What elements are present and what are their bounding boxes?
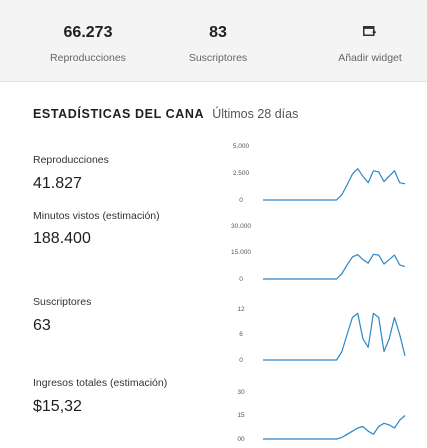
tick-label: 12 [237, 306, 245, 313]
period-label: Últimos 28 días [212, 107, 299, 121]
tick-label: 0 [239, 276, 243, 283]
metric-value-subscribers: 63 [33, 317, 51, 334]
tick-label: 0 [239, 197, 243, 204]
series-line [263, 312, 406, 361]
metric-value-watch-time: 188.400 [33, 230, 91, 247]
add-widget-label: Añadir widget [338, 52, 402, 64]
subscribers-label: Suscriptores [188, 52, 248, 64]
tick-label: 0 [239, 357, 243, 364]
metric-label-watch-time: Minutos vistos (estimación) [33, 210, 160, 222]
metric-label-revenue: Ingresos totales (estimación) [33, 377, 168, 389]
add-widget-icon [363, 26, 376, 36]
subscribers-sparkline[interactable] [263, 309, 427, 361]
tick-label: 30.000 [231, 223, 251, 230]
tick-label: 15.000 [231, 249, 251, 256]
metric-label-subscribers: Suscriptores [33, 296, 92, 308]
subscribers-total: 83 [209, 24, 227, 41]
tick-label: 6 [239, 331, 243, 338]
views-total: 66.273 [63, 24, 113, 41]
channel-stats-header: ESTADÍSTICAS DEL CANA Últimos 28 días [33, 105, 298, 123]
tick-label: 00 [237, 436, 245, 443]
metric-value-views: 41.827 [33, 175, 82, 192]
watch-time-sparkline[interactable] [263, 226, 427, 280]
series-line [263, 168, 406, 201]
summary-bar: 66.273 Reproducciones 83 Suscriptores Añ… [0, 0, 427, 82]
views-label: Reproducciones [50, 52, 126, 64]
views-sparkline[interactable] [263, 146, 427, 201]
tick-label: 30 [237, 389, 245, 396]
tick-label: 2.500 [232, 170, 250, 177]
series-line [263, 253, 406, 280]
revenue-sparkline[interactable] [263, 392, 427, 440]
tick-label: 5.000 [232, 143, 250, 150]
series-line [263, 415, 406, 440]
metric-label-views: Reproducciones [33, 154, 109, 166]
section-title: ESTADÍSTICAS DEL CANA [33, 107, 205, 121]
metric-value-revenue: $15,32 [33, 398, 82, 415]
tick-label: 15 [237, 412, 245, 419]
